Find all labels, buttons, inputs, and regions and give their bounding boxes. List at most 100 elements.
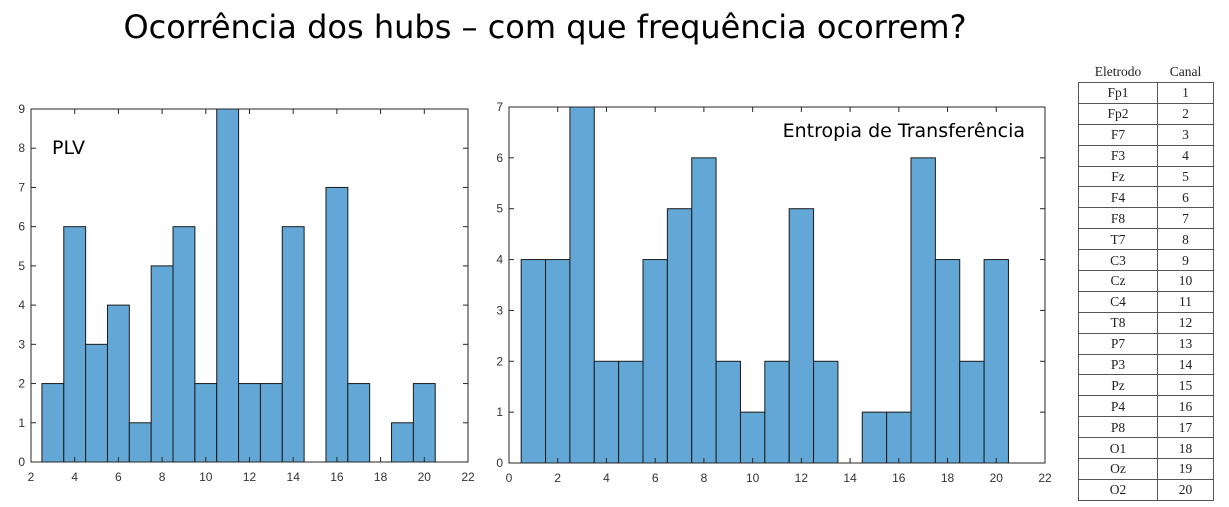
histogram-bar xyxy=(569,106,595,464)
electrode-cell: Oz xyxy=(1078,458,1158,480)
channel-cell: 6 xyxy=(1157,186,1214,209)
channel-cell: 15 xyxy=(1157,374,1214,397)
table-row: C3 9 xyxy=(1078,249,1214,272)
electrode-cell: T7 xyxy=(1078,228,1158,251)
electrode-cell: Fp2 xyxy=(1078,102,1158,125)
axes-box xyxy=(508,106,1046,464)
histogram-bar xyxy=(739,411,766,464)
electrode-channel-table: Eletrodo Canal Fp1 1 Fp2 2 F7 3 F3 4 Fz 5 F4 6 F8 7 T7… xyxy=(1078,62,1214,501)
x-tick-label: 10 xyxy=(746,471,760,485)
electrode-cell: O2 xyxy=(1078,478,1158,501)
histogram-bar xyxy=(520,259,547,464)
y-tick-label: 8 xyxy=(18,141,25,155)
x-tick-label: 6 xyxy=(652,471,659,485)
table-row: T8 12 xyxy=(1078,311,1214,334)
electrode-cell: Pz xyxy=(1078,374,1158,397)
histogram-bar xyxy=(934,259,961,464)
y-tick-label: 5 xyxy=(496,202,503,216)
table-row: Fp2 2 xyxy=(1078,102,1214,125)
table-row: P4 16 xyxy=(1078,395,1214,418)
electrode-cell: C4 xyxy=(1078,290,1158,313)
electrode-cell: Cz xyxy=(1078,270,1158,292)
x-tick-label: 22 xyxy=(461,470,475,484)
histogram-bar xyxy=(764,360,790,464)
x-tick-label: 12 xyxy=(795,471,809,485)
table-row: C4 11 xyxy=(1078,290,1214,313)
electrode-cell: F3 xyxy=(1078,144,1158,167)
channel-cell: 4 xyxy=(1157,144,1214,167)
channel-cell: 12 xyxy=(1157,311,1214,334)
table-row: T7 8 xyxy=(1078,228,1214,251)
histogram-bar xyxy=(886,411,912,464)
x-tick-label: 18 xyxy=(941,471,955,485)
channel-cell: 8 xyxy=(1157,228,1214,251)
y-tick-label: 9 xyxy=(18,102,25,116)
histogram-bar xyxy=(41,383,65,463)
x-tick-label: 8 xyxy=(701,471,708,485)
y-tick-label: 4 xyxy=(496,253,503,267)
histogram-bar xyxy=(618,360,644,464)
x-tick-label: 20 xyxy=(418,470,432,484)
y-tick-label: 1 xyxy=(496,405,503,419)
channel-cell: 13 xyxy=(1157,332,1214,355)
table-row: P8 17 xyxy=(1078,416,1214,439)
y-tick-label: 2 xyxy=(496,354,503,368)
x-tick-label: 22 xyxy=(1038,471,1052,485)
channel-cell: 5 xyxy=(1157,165,1214,188)
histogram-bar xyxy=(959,360,985,464)
table-row: Fz 5 xyxy=(1078,165,1214,188)
x-tick-label: 12 xyxy=(243,470,257,484)
x-tick-label: 20 xyxy=(990,471,1004,485)
slide-title: Ocorrência dos hubs – com que frequência… xyxy=(123,8,967,46)
y-tick-label: 3 xyxy=(496,303,503,317)
histogram-bar xyxy=(983,259,1009,464)
y-tick-label: 7 xyxy=(18,180,25,194)
header-electrode: Eletrodo xyxy=(1094,64,1142,79)
x-tick-label: 4 xyxy=(71,470,78,484)
electrode-cell: F7 xyxy=(1078,123,1158,146)
histogram-bar xyxy=(347,383,371,463)
table-row: P7 13 xyxy=(1078,332,1214,355)
channel-cell: 14 xyxy=(1157,353,1214,376)
electrode-cell: Fz xyxy=(1078,165,1158,188)
x-tick-label: 14 xyxy=(843,471,857,485)
histogram-bar xyxy=(172,226,196,463)
electrode-cell: T8 xyxy=(1078,311,1158,334)
x-tick-label: 18 xyxy=(374,470,388,484)
channel-cell: 20 xyxy=(1157,478,1214,501)
x-tick-label: 2 xyxy=(554,471,561,485)
histogram-bar xyxy=(281,226,305,463)
y-tick-label: 4 xyxy=(18,298,25,312)
histogram-bar xyxy=(691,157,717,464)
table-row: F7 3 xyxy=(1078,123,1214,146)
electrode-cell: P3 xyxy=(1078,353,1158,376)
electrode-cell: O1 xyxy=(1078,437,1158,460)
histogram-bar xyxy=(63,226,87,463)
table-row: F8 7 xyxy=(1078,207,1214,230)
histogram-bar xyxy=(194,383,218,463)
histogram-bar xyxy=(813,360,839,464)
channel-cell: 7 xyxy=(1157,207,1214,230)
histogram-bar xyxy=(259,383,283,463)
histogram-bar xyxy=(412,383,436,463)
channel-cell: 9 xyxy=(1157,249,1214,272)
chart-label: PLV xyxy=(52,137,85,159)
table-row: F4 6 xyxy=(1078,186,1214,209)
y-tick-label: 3 xyxy=(18,337,25,351)
channel-cell: 2 xyxy=(1157,102,1214,125)
histogram-bar xyxy=(216,108,240,463)
y-tick-label: 1 xyxy=(18,416,25,430)
channel-cell: 16 xyxy=(1157,395,1214,418)
channel-cell: 11 xyxy=(1157,290,1214,313)
electrode-cell: F4 xyxy=(1078,186,1158,209)
table-row: P3 14 xyxy=(1078,353,1214,376)
header-channel: Canal xyxy=(1169,64,1202,79)
electrode-cell: Fp1 xyxy=(1078,82,1158,104)
y-tick-label: 0 xyxy=(496,456,503,470)
y-tick-label: 6 xyxy=(18,220,25,234)
histogram-bar xyxy=(788,208,815,464)
x-tick-label: 8 xyxy=(159,470,166,484)
y-tick-label: 6 xyxy=(496,151,503,165)
y-tick-label: 5 xyxy=(18,259,25,273)
